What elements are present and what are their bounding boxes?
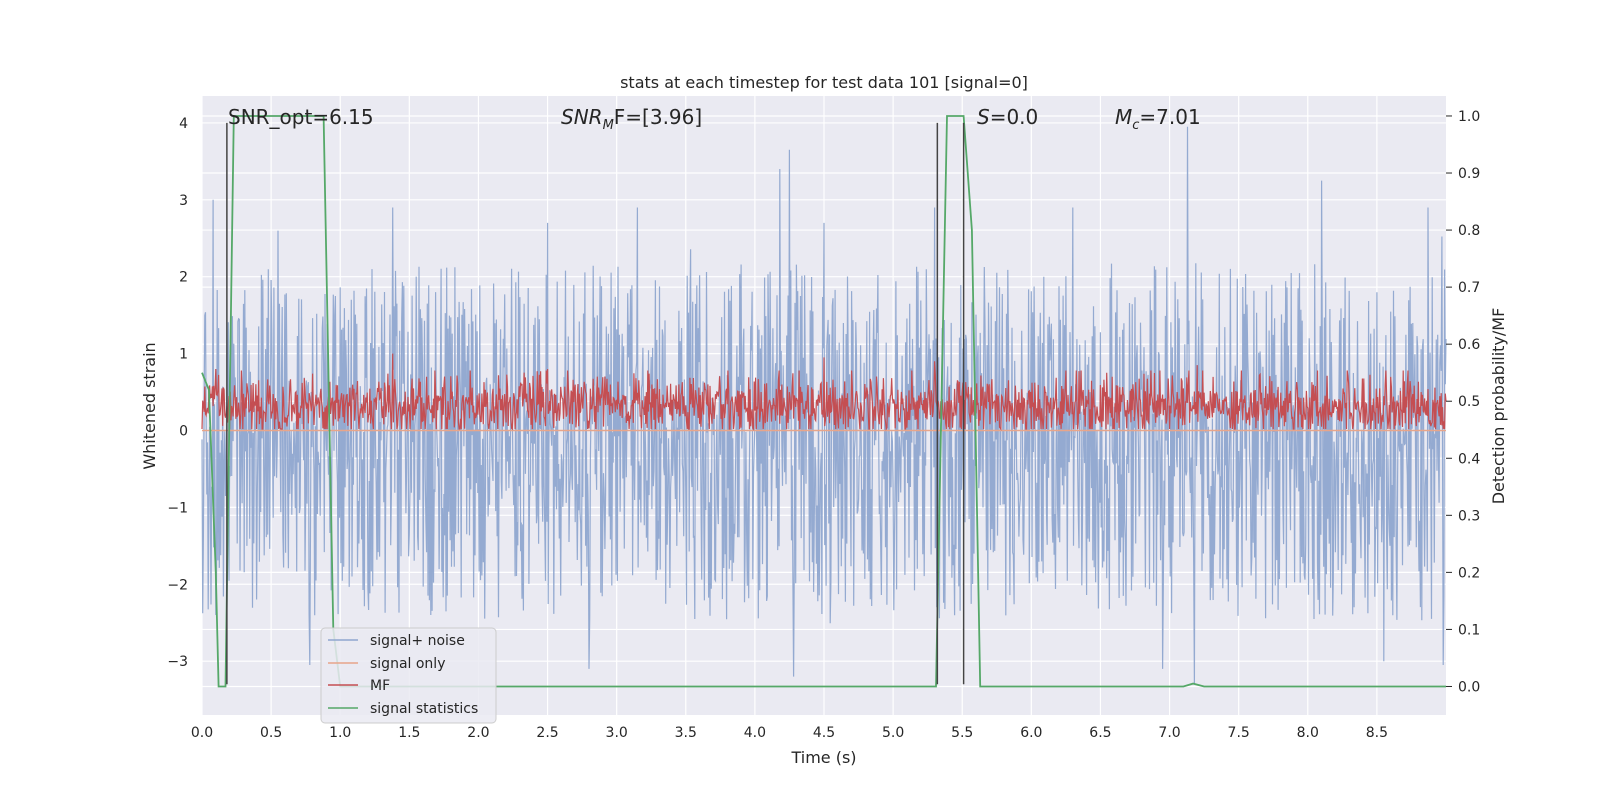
series-mf-line bbox=[201, 353, 1447, 431]
x-tick-label-10: 5.0 bbox=[882, 725, 904, 741]
x-tick-label-7: 3.5 bbox=[675, 725, 697, 741]
y-tick-label-0: 4 bbox=[179, 116, 188, 132]
legend-box bbox=[320, 627, 497, 724]
x-tick-label-0: 0.0 bbox=[191, 725, 213, 741]
vertical-markers bbox=[226, 122, 965, 685]
legend-label-signal-noise: signal+ noise bbox=[370, 633, 465, 649]
y2-tick-labels: 1.0 0.9 0.8 0.7 0.6 0.5 0.4 0.3 0.2 0.1 0.0 bbox=[1446, 109, 1480, 695]
x-tick-label-4: 2.0 bbox=[467, 725, 489, 741]
y2-tick-label-7: 0.3 bbox=[1458, 508, 1480, 524]
y2-tick-label-10: 0.0 bbox=[1458, 679, 1480, 695]
y-axis-label: Whitened strain bbox=[140, 342, 159, 469]
y2-tick-label-1: 0.9 bbox=[1458, 166, 1480, 182]
series-signal-noise-line bbox=[201, 126, 1447, 685]
y-tick-label-4: 0 bbox=[179, 423, 188, 439]
s-annotation: S=0.0 bbox=[977, 105, 1038, 129]
y-tick-label-1: 3 bbox=[179, 193, 188, 209]
y-tick-labels: 4 3 2 1 0 −1 −2 −3 bbox=[167, 116, 188, 670]
legend-label-signal-only: signal only bbox=[370, 656, 445, 672]
snr-mf-annotation: SNRMF=[3.96] bbox=[561, 105, 702, 133]
snr-mf-base: SNR bbox=[561, 105, 603, 129]
y2-tick-label-9: 0.1 bbox=[1458, 622, 1480, 638]
mc-sub: c bbox=[1132, 118, 1139, 133]
y-tick-label-3: 1 bbox=[179, 347, 188, 363]
y-tick-label-7: −3 bbox=[167, 654, 188, 670]
y2-tick-label-2: 0.8 bbox=[1458, 223, 1480, 239]
x-tick-label-15: 7.5 bbox=[1228, 725, 1250, 741]
x-tick-labels: 0.0 0.5 1.0 1.5 2.0 2.5 3.0 3.5 4.0 4.5 5.0 5.5 6.0 6… bbox=[191, 725, 1388, 741]
mc-annotation: Mc=7.01 bbox=[1115, 105, 1201, 133]
y-tick-label-2: 2 bbox=[179, 270, 188, 286]
legend: signal+ noise signal only MF signal stat… bbox=[320, 627, 497, 724]
x-tick-label-6: 3.0 bbox=[606, 725, 628, 741]
y2-tick-label-3: 0.7 bbox=[1458, 280, 1480, 296]
y-tick-label-6: −2 bbox=[167, 577, 188, 593]
y2-tick-label-8: 0.2 bbox=[1458, 565, 1480, 581]
legend-label-mf: MF bbox=[370, 678, 390, 694]
legend-label-signal-statistics: signal statistics bbox=[370, 701, 478, 717]
snr-mf-sub: M bbox=[603, 118, 614, 133]
x-tick-label-11: 5.5 bbox=[951, 725, 973, 741]
x-axis-label: Time (s) bbox=[790, 748, 856, 767]
snr-opt-annotation: SNR_opt=6.15 bbox=[228, 105, 374, 129]
snr-mf-rest: F=[3.96] bbox=[614, 105, 702, 129]
chart-title: stats at each timestep for test data 101… bbox=[620, 73, 1028, 92]
y2-tick-label-5: 0.5 bbox=[1458, 394, 1480, 410]
x-tick-label-2: 1.0 bbox=[329, 725, 351, 741]
mc-rest: =7.01 bbox=[1139, 105, 1200, 129]
x-tick-label-8: 4.0 bbox=[744, 725, 766, 741]
s-italic: S bbox=[977, 105, 990, 129]
mc-base: M bbox=[1115, 105, 1132, 129]
y2-axis-label: Detection probability/MF bbox=[1489, 308, 1508, 505]
x-tick-label-17: 8.5 bbox=[1366, 725, 1388, 741]
x-tick-label-14: 7.0 bbox=[1158, 725, 1180, 741]
y-tick-label-5: −1 bbox=[167, 500, 188, 516]
y2-tick-label-0: 1.0 bbox=[1458, 109, 1480, 125]
series-layer bbox=[201, 115, 1447, 688]
x-tick-label-9: 4.5 bbox=[813, 725, 835, 741]
x-tick-label-5: 2.5 bbox=[536, 725, 558, 741]
y2-tick-label-4: 0.6 bbox=[1458, 337, 1480, 353]
x-tick-label-13: 6.5 bbox=[1089, 725, 1111, 741]
series-signal-statistics-line bbox=[201, 115, 1446, 688]
x-tick-label-3: 1.5 bbox=[398, 725, 420, 741]
x-tick-label-12: 6.0 bbox=[1020, 725, 1042, 741]
x-tick-label-16: 8.0 bbox=[1297, 725, 1319, 741]
s-rest: =0.0 bbox=[990, 105, 1039, 129]
y2-tick-label-6: 0.4 bbox=[1458, 451, 1480, 467]
x-tick-label-1: 0.5 bbox=[260, 725, 282, 741]
